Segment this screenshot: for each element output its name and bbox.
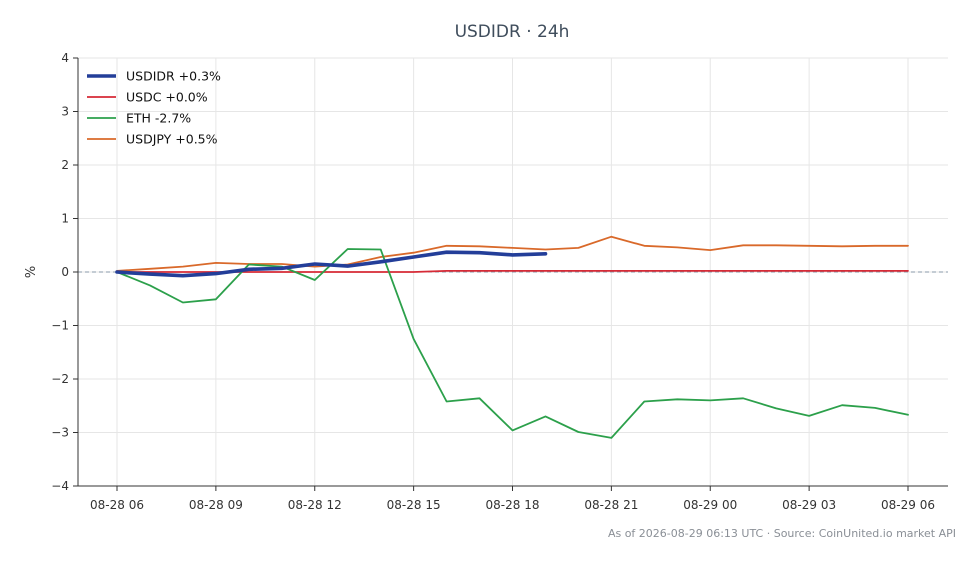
footer-source-note: As of 2026-08-29 06:13 UTC · Source: Coi… bbox=[608, 527, 956, 540]
x-tick-label: 08-28 06 bbox=[90, 498, 144, 512]
x-tick-label: 08-28 21 bbox=[584, 498, 638, 512]
legend-label-1: USDC +0.0% bbox=[126, 90, 208, 105]
x-tick-label: 08-29 06 bbox=[881, 498, 935, 512]
y-tick-label: 2 bbox=[61, 158, 69, 172]
y-tick-label: −3 bbox=[51, 426, 69, 440]
x-tick-label: 08-28 18 bbox=[486, 498, 540, 512]
x-tick-label: 08-28 09 bbox=[189, 498, 243, 512]
x-tick-label: 08-29 03 bbox=[782, 498, 836, 512]
y-tick-label: −2 bbox=[51, 372, 69, 386]
legend-label-2: ETH -2.7% bbox=[126, 111, 191, 126]
series-line-2 bbox=[116, 248, 909, 439]
x-tick-label: 08-28 15 bbox=[387, 498, 441, 512]
series-layer bbox=[115, 235, 909, 439]
chart-title: USDIDR · 24h bbox=[455, 22, 570, 42]
y-axis-label: % bbox=[24, 266, 39, 278]
y-axis-ticks: 4 3 2 1 0 −1 −2 −3 −4 bbox=[51, 51, 78, 493]
y-tick-label: 1 bbox=[61, 212, 69, 226]
x-tick-label: 08-28 12 bbox=[288, 498, 342, 512]
y-tick-label: −1 bbox=[51, 319, 69, 333]
y-tick-label: 4 bbox=[61, 51, 69, 65]
legend-label-3: USDJPY +0.5% bbox=[126, 132, 218, 147]
series-line-1 bbox=[116, 269, 909, 273]
x-axis-ticks: 08-28 06 08-28 09 08-28 12 08-28 15 08-28 18… bbox=[90, 486, 935, 512]
x-tick-label: 08-29 00 bbox=[683, 498, 737, 512]
legend-label-0: USDIDR +0.3% bbox=[126, 69, 221, 84]
y-tick-label: −4 bbox=[51, 479, 69, 493]
y-tick-label: 0 bbox=[61, 265, 69, 279]
y-tick-label: 3 bbox=[61, 105, 69, 119]
series-line-0 bbox=[115, 250, 548, 278]
legend: USDIDR +0.3% USDC +0.0% ETH -2.7% USDJPY +0… bbox=[87, 69, 221, 147]
